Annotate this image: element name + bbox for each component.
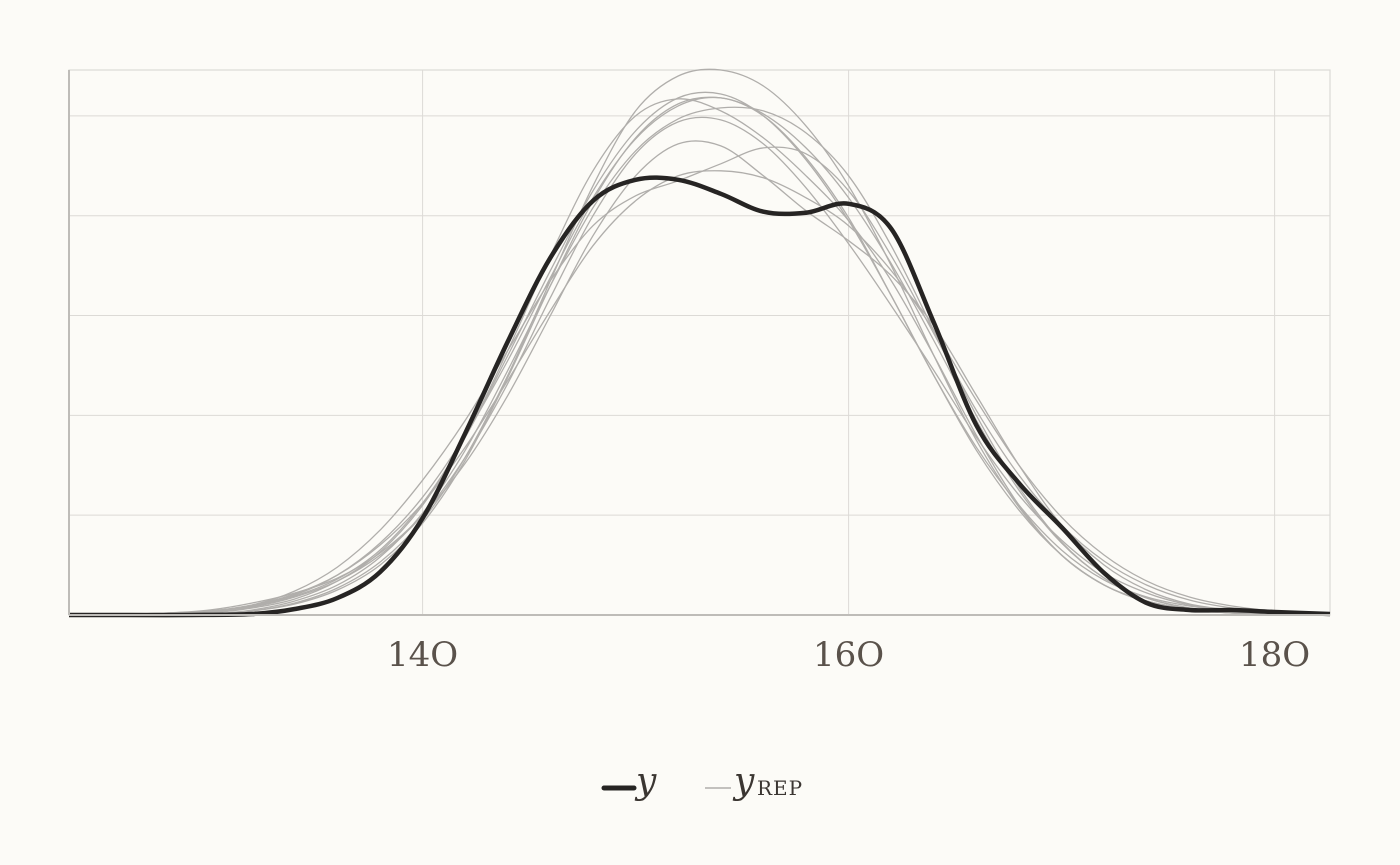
legend-replicate-subscript: REP — [757, 776, 803, 800]
legend-observed-label: y — [634, 761, 657, 802]
observed-line-layer — [68, 175, 1331, 618]
x-tick-label: 18O — [1239, 635, 1310, 675]
axis-layer — [68, 70, 1330, 616]
replicate-series-line — [68, 96, 1331, 616]
replicate-series-line — [68, 140, 1331, 616]
replicate-series-line — [68, 96, 1331, 615]
replicate-series-line — [68, 146, 1331, 615]
x-tick-labels: 14O 16O 18O — [387, 635, 1310, 675]
observed-series-line — [68, 175, 1331, 618]
legend: y y REP — [601, 761, 803, 802]
replicate-series-line — [68, 170, 1331, 615]
replicate-lines — [68, 68, 1331, 616]
x-tick-label: 14O — [387, 635, 458, 675]
replicate-series-line — [68, 68, 1331, 616]
x-tick-label: 16O — [813, 635, 884, 675]
legend-replicate-label: y — [732, 761, 755, 802]
